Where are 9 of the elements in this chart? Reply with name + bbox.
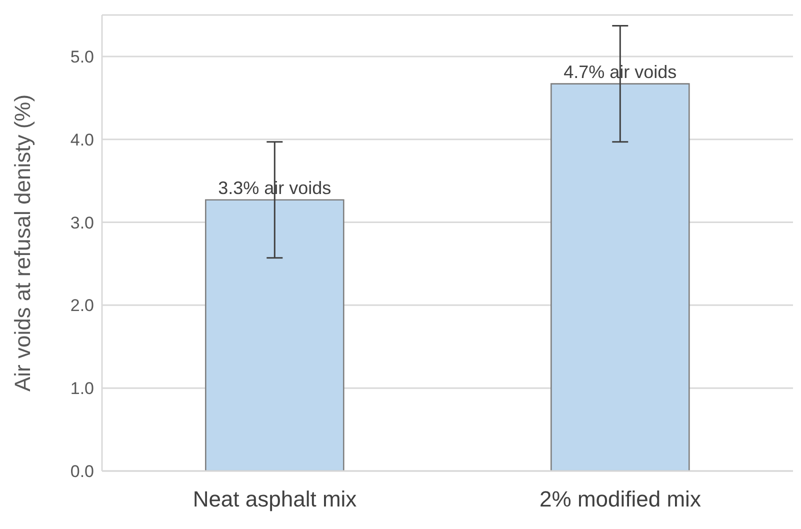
y-tick-label: 0.0 — [70, 462, 94, 482]
y-axis-title: Air voids at refusal denisty (%) — [10, 94, 35, 392]
x-tick-label: Neat asphalt mix — [192, 486, 357, 512]
y-tick-label: 4.0 — [70, 130, 94, 150]
x-tick-label: 2% modified mix — [540, 486, 701, 512]
y-tick-label: 5.0 — [70, 47, 94, 66]
y-tick-label: 1.0 — [70, 379, 94, 398]
y-tick-label: 3.0 — [70, 213, 94, 232]
y-tick-label: 2.0 — [70, 296, 94, 316]
